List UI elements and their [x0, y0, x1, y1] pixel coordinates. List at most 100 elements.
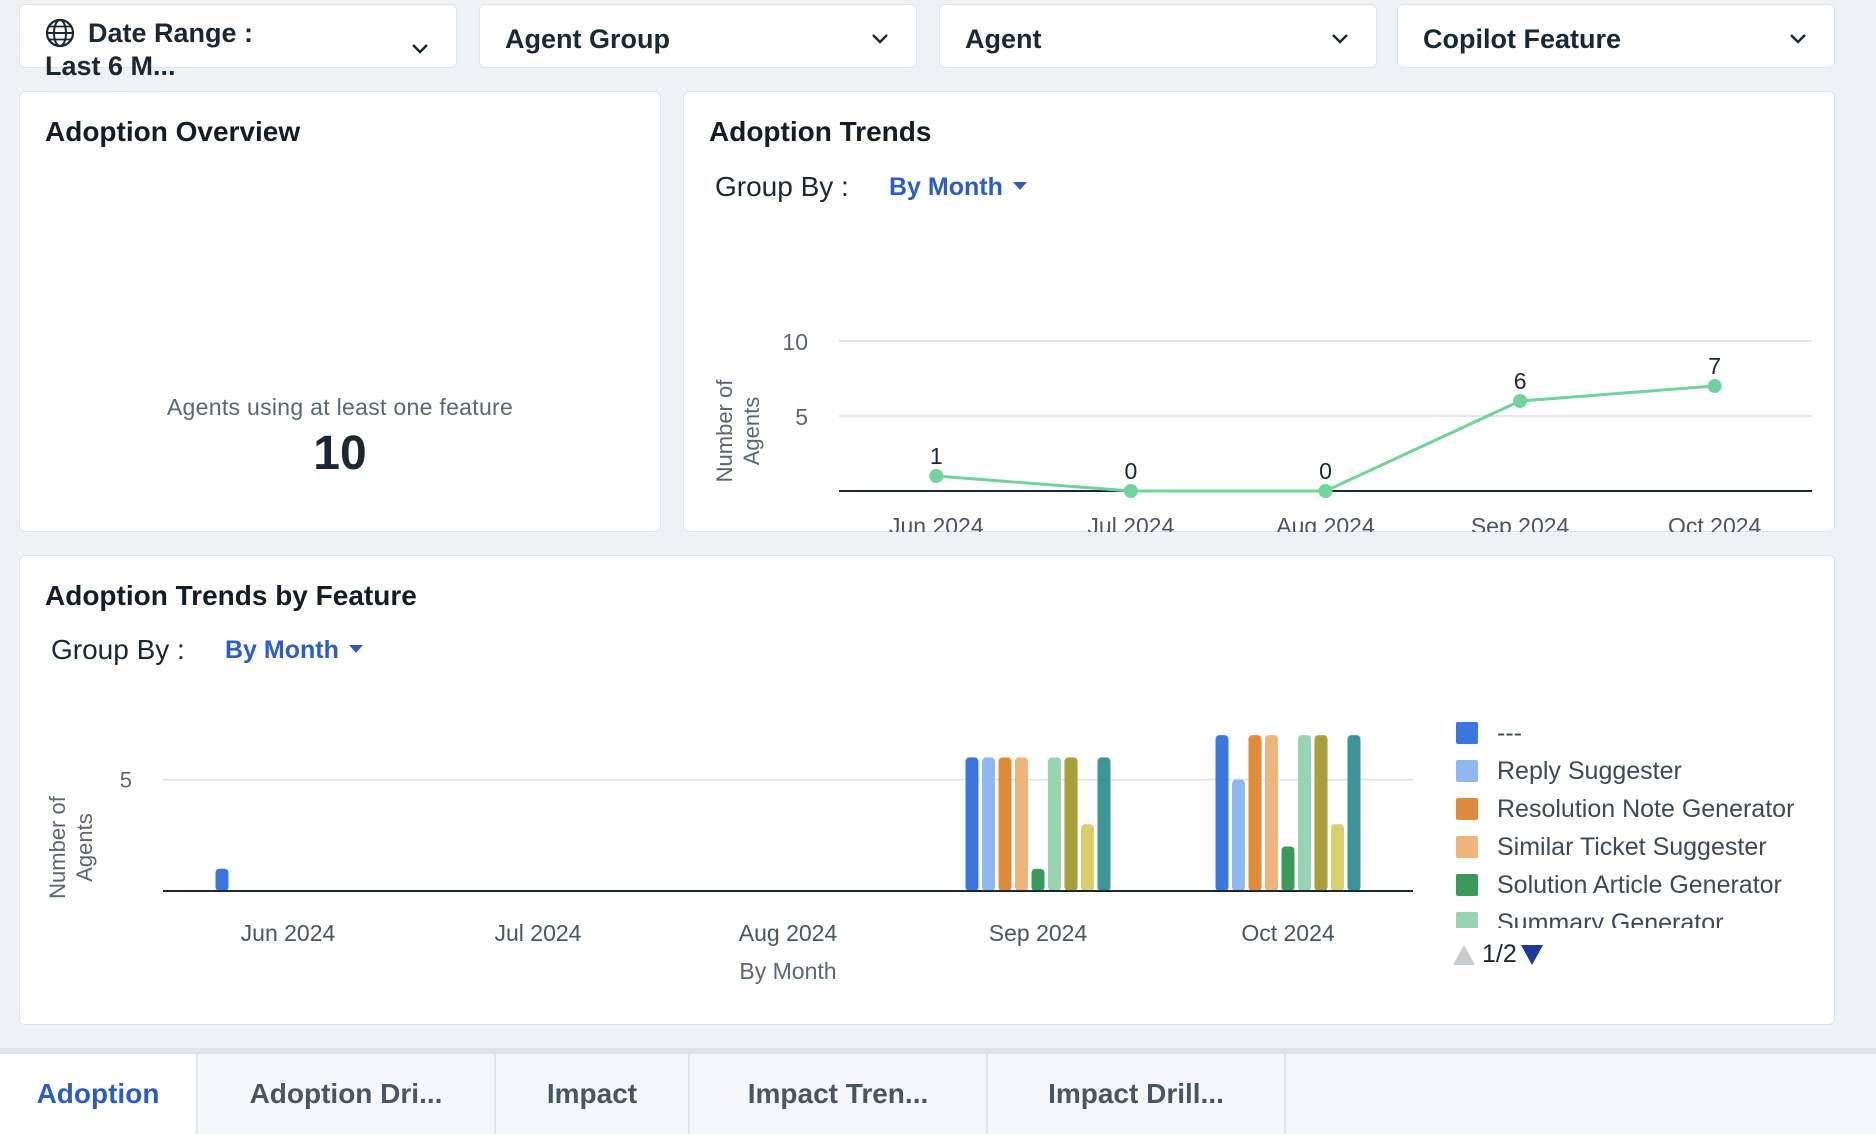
bar: [1215, 735, 1229, 891]
bar: [1048, 757, 1061, 891]
y-tick-label: 10: [782, 329, 808, 355]
legend-swatch: [1456, 798, 1478, 820]
tab-impact-trends[interactable]: Impact Tren...: [690, 1054, 988, 1134]
x-tick-label: Jun 2024: [889, 513, 984, 532]
copilot-feature-label: Copilot Feature: [1423, 24, 1622, 54]
copilot-feature-filter[interactable]: Copilot Feature: [1397, 4, 1835, 68]
bar: [1314, 735, 1328, 891]
date-range-value: Last 6 M...: [45, 51, 176, 81]
tab-impact-drilldown[interactable]: Impact Drill...: [988, 1054, 1286, 1134]
agent-group-filter[interactable]: Agent Group: [479, 4, 917, 68]
y-tick-label: 5: [795, 404, 808, 430]
y-axis-label-line2: Agents: [72, 813, 97, 882]
x-tick-label: Jun 2024: [241, 920, 336, 946]
legend-item[interactable]: Summary Generator: [1456, 908, 1796, 928]
caret-down-icon: [1012, 182, 1027, 191]
x-tick-label: Sep 2024: [989, 920, 1088, 946]
tab-adoption[interactable]: Adoption: [0, 1054, 198, 1134]
bar: [998, 757, 1012, 891]
trends-group-by-select[interactable]: By Month: [889, 173, 1027, 202]
overview-caption: Agents using at least one feature: [166, 394, 514, 420]
legend-swatch: [1456, 912, 1478, 928]
feature-trends-title: Adoption Trends by Feature: [45, 580, 417, 611]
x-tick-label: Oct 2024: [1241, 920, 1335, 946]
date-range-filter[interactable]: Date Range : Last 6 M...: [19, 4, 457, 81]
adoption-trends-card: Adoption Trends Group By : By Month 5 10 N…: [683, 91, 1835, 532]
tab-adoption-drilldown[interactable]: Adoption Dri...: [198, 1054, 496, 1134]
bar: [215, 868, 229, 891]
bottom-tab-bar: Adoption Adoption Dri... Impact Impact T…: [0, 1048, 1876, 1134]
feature-legend: --- Reply Suggester Resolution Note Genera…: [1456, 718, 1796, 928]
trends-group-by-value: By Month: [889, 173, 1003, 201]
agent-label: Agent: [965, 24, 1042, 54]
chevron-down-icon: [1790, 34, 1806, 44]
tab-impact[interactable]: Impact: [496, 1054, 690, 1134]
y-axis-label-line2: Agents: [739, 397, 764, 466]
legend-item[interactable]: Solution Article Generator: [1456, 870, 1796, 908]
x-tick-label: Jul 2024: [1087, 513, 1174, 532]
chevron-down-icon: [1332, 34, 1348, 44]
y-tick-label: 5: [120, 768, 132, 793]
data-label: 7: [1708, 353, 1721, 379]
bar: [1031, 868, 1045, 891]
legend-swatch: [1456, 836, 1478, 858]
x-tick-label: Jul 2024: [495, 920, 582, 946]
y-axis-label-line1: Number of: [712, 379, 737, 483]
legend-item[interactable]: Reply Suggester: [1456, 756, 1796, 794]
feature-group-by-select[interactable]: By Month: [225, 636, 363, 665]
legend-label: Solution Article Generator: [1497, 871, 1782, 899]
data-point: [1707, 379, 1722, 393]
globe-icon: [45, 18, 75, 48]
trends-group-by-label: Group By :: [715, 171, 849, 202]
chevron-down-icon: [872, 34, 888, 44]
adoption-overview-card: Adoption Overview Agents using at least …: [19, 91, 661, 532]
x-axis-title: By Month: [739, 958, 836, 984]
adoption-trends-title: Adoption Trends: [709, 116, 932, 147]
legend-swatch: [1456, 760, 1478, 782]
y-axis-label-line1: Number of: [45, 795, 70, 899]
feature-group-by-value: By Month: [225, 636, 339, 664]
overview-value: 10: [313, 427, 367, 480]
legend-label: Summary Generator: [1497, 909, 1724, 928]
bar: [1248, 735, 1262, 891]
bar: [982, 757, 995, 891]
legend-item[interactable]: ---: [1456, 718, 1796, 756]
bar: [1265, 735, 1278, 891]
bar: [1097, 757, 1111, 891]
adoption-overview-title: Adoption Overview: [45, 116, 301, 147]
data-point: [1123, 484, 1138, 498]
legend-swatch: [1456, 722, 1478, 744]
x-tick-label: Sep 2024: [1471, 513, 1570, 532]
data-label: 6: [1514, 368, 1527, 394]
agent-filter[interactable]: Agent: [939, 4, 1377, 68]
data-point: [929, 469, 944, 483]
legend-page-indicator: 1/2: [1482, 940, 1517, 968]
data-label: 0: [1125, 458, 1138, 484]
x-tick-label: Oct 2024: [1668, 513, 1762, 532]
legend-label: ---: [1497, 719, 1522, 747]
data-point: [1318, 484, 1333, 498]
agent-group-label: Agent Group: [505, 24, 670, 54]
legend-label: Similar Ticket Suggester: [1497, 833, 1767, 861]
bar: [1281, 846, 1295, 891]
legend-label: Reply Suggester: [1497, 757, 1682, 785]
bar: [1081, 824, 1094, 891]
bar: [1232, 779, 1245, 891]
x-tick-label: Aug 2024: [1276, 513, 1375, 532]
date-range-label: Date Range :: [88, 18, 254, 48]
bar: [965, 757, 979, 891]
legend-swatch: [1456, 874, 1478, 896]
bar: [1347, 735, 1361, 891]
bar: [1331, 824, 1344, 891]
page-down-icon[interactable]: [1520, 944, 1544, 966]
legend-item[interactable]: Resolution Note Generator: [1456, 794, 1796, 832]
data-point: [1513, 394, 1528, 408]
page-up-icon[interactable]: [1452, 944, 1476, 966]
adoption-by-feature-bar-chart: 5 Number of Agents Jun 2024 Jul 2024 Aug 2024…: [45, 735, 1413, 984]
bar: [1298, 735, 1311, 891]
caret-down-icon: [348, 645, 363, 654]
legend-item[interactable]: Similar Ticket Suggester: [1456, 832, 1796, 870]
data-label: 1: [930, 443, 943, 469]
x-tick-label: Aug 2024: [739, 920, 838, 946]
